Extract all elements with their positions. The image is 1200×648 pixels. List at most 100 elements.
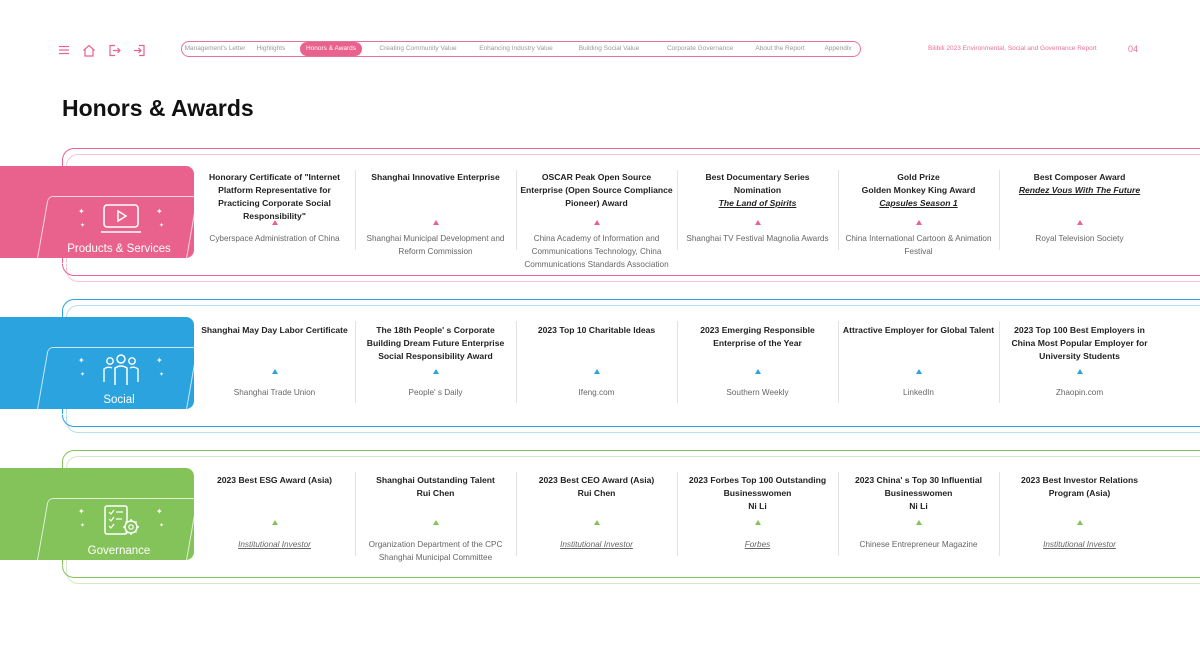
video-play-icon bbox=[101, 204, 141, 233]
triangle-marker-icon bbox=[915, 520, 922, 525]
award-name: Attractive Employer for Global Talent bbox=[842, 325, 995, 335]
award-source: LinkedIn bbox=[903, 388, 934, 397]
award-source: Southern Weekly bbox=[726, 388, 789, 397]
sparkle-icon: ✦ bbox=[159, 372, 165, 378]
award-name-line: 2023 Forbes Top 100 Outstanding Business… bbox=[688, 475, 827, 498]
category-tab-products-services: ✦ ✦ ✦ ✦ Products & Services bbox=[0, 166, 198, 264]
award-source: People' s Daily bbox=[408, 388, 463, 397]
triangle-marker-icon bbox=[271, 220, 278, 225]
people-group-icon bbox=[103, 354, 139, 385]
page-number: 04 bbox=[1128, 44, 1139, 54]
section-nav: Management's Letter Highlights Honors & … bbox=[181, 41, 861, 57]
sparkle-icon: ✦ bbox=[78, 207, 85, 216]
triangle-marker-icon bbox=[1076, 520, 1083, 525]
sparkle-icon: ✦ bbox=[159, 523, 165, 529]
award-name: Shanghai Outstanding Talent Rui Chen bbox=[359, 474, 512, 500]
nav-tab-industry-value[interactable]: Enhancing Industry Value bbox=[479, 45, 553, 52]
award-name: Honorary Certificate of "Internet Platfo… bbox=[208, 172, 341, 221]
triangle-marker-icon bbox=[432, 369, 439, 374]
category-title: Governance bbox=[87, 545, 151, 557]
award-recipient: Rui Chen bbox=[416, 488, 455, 498]
award-recipient: Ni Li bbox=[909, 501, 928, 511]
enter-icon[interactable] bbox=[133, 44, 146, 57]
nav-tab-social-value[interactable]: Building Social Value bbox=[578, 45, 640, 52]
nav-tab-management-letter[interactable]: Management's Letter bbox=[184, 45, 246, 52]
sparkle-icon: ✦ bbox=[80, 523, 86, 529]
award-name: Shanghai Innovative Enterprise bbox=[371, 172, 500, 182]
home-icon[interactable] bbox=[82, 44, 96, 57]
award-source: Shanghai Trade Union bbox=[233, 388, 316, 397]
award-name: 2023 Best Investor Relations Program (As… bbox=[1020, 475, 1139, 498]
award-work-title: The Land of Spirits bbox=[718, 198, 797, 208]
award-name: Shanghai May Day Labor Certificate bbox=[201, 325, 348, 335]
category-tab-governance: ✦ ✦ ✦ ✦ Governance bbox=[0, 468, 198, 566]
triangle-marker-icon bbox=[915, 220, 922, 225]
nav-tab-highlights[interactable]: Highlights bbox=[256, 45, 286, 52]
triangle-marker-icon bbox=[432, 520, 439, 525]
award-work-title: Rendez Vous With The Future bbox=[1018, 185, 1141, 195]
award-name: The 18th People' s Corporate Building Dr… bbox=[366, 325, 505, 361]
award-source: Institutional Investor bbox=[1043, 540, 1116, 549]
sparkle-icon: ✦ bbox=[159, 223, 165, 229]
sparkle-icon: ✦ bbox=[78, 356, 85, 365]
page-title: Honors & Awards bbox=[62, 95, 254, 121]
award-source: Chinese Entrepreneur Magazine bbox=[859, 540, 978, 549]
category-title: Products & Services bbox=[67, 243, 171, 255]
sparkle-icon: ✦ bbox=[156, 356, 163, 365]
nav-tab-appendix[interactable]: Appendix bbox=[824, 45, 852, 52]
award-name-line: Golden Monkey King Award bbox=[861, 185, 976, 195]
sparkle-icon: ✦ bbox=[80, 223, 86, 229]
triangle-marker-icon bbox=[593, 220, 600, 225]
award-name-line: Best Documentary Series Nomination bbox=[705, 172, 810, 195]
award-name-line: 2023 China' s Top 30 Influential Busines… bbox=[854, 475, 982, 498]
award-name-line: Shanghai Outstanding Talent bbox=[376, 475, 495, 485]
triangle-marker-icon bbox=[271, 520, 278, 525]
triangle-marker-icon bbox=[1076, 220, 1083, 225]
report-title: Bilibili 2023 Environmental, Social and … bbox=[928, 45, 1097, 52]
award-name: 2023 Top 100 Best Employers in China Mos… bbox=[1011, 325, 1148, 361]
award-source: Forbes bbox=[744, 540, 771, 549]
triangle-marker-icon bbox=[754, 520, 761, 525]
checklist-gear-icon bbox=[104, 505, 139, 535]
triangle-marker-icon bbox=[432, 220, 439, 225]
award-source: Royal Television Society bbox=[1035, 234, 1124, 243]
triangle-marker-icon bbox=[1076, 369, 1083, 374]
menu-icon[interactable] bbox=[58, 44, 70, 56]
award-name: Best Composer Award Rendez Vous With The… bbox=[1003, 171, 1156, 197]
award-source: China Academy of Information and Communi… bbox=[524, 234, 669, 269]
category-tab-social: ✦ ✦ ✦ ✦ Social bbox=[0, 317, 198, 415]
triangle-marker-icon bbox=[915, 369, 922, 374]
section-products-services: ✦ ✦ ✦ ✦ Products & Services Honorary Cer… bbox=[0, 148, 1200, 283]
award-name: 2023 China' s Top 30 Influential Busines… bbox=[842, 474, 995, 513]
award-source: Shanghai TV Festival Magnolia Awards bbox=[686, 234, 829, 243]
award-source: Organization Department of the CPC Shang… bbox=[368, 540, 503, 562]
award-source: Cyberspace Administration of China bbox=[209, 234, 340, 243]
award-name-line: Gold Prize bbox=[897, 172, 940, 182]
nav-tab-community-value[interactable]: Creating Community Value bbox=[379, 45, 457, 52]
sparkle-icon: ✦ bbox=[156, 507, 163, 516]
award-name-line: Best Composer Award bbox=[1033, 172, 1126, 182]
sparkle-icon: ✦ bbox=[156, 207, 163, 216]
triangle-marker-icon bbox=[754, 369, 761, 374]
award-name: 2023 Best CEO Award (Asia) Rui Chen bbox=[520, 474, 673, 500]
nav-tab-honors-awards[interactable]: Honors & Awards bbox=[300, 42, 362, 56]
sparkle-icon: ✦ bbox=[78, 507, 85, 516]
award-recipient: Ni Li bbox=[748, 501, 767, 511]
award-name: 2023 Best ESG Award (Asia) bbox=[216, 475, 333, 485]
nav-tab-corporate-governance[interactable]: Corporate Governance bbox=[666, 45, 734, 52]
award-source: Institutional Investor bbox=[238, 540, 311, 549]
award-name-line: 2023 Best CEO Award (Asia) bbox=[538, 475, 655, 485]
exit-icon[interactable] bbox=[108, 44, 121, 57]
award-name: Best Documentary Series Nomination The L… bbox=[681, 171, 834, 210]
award-name: 2023 Emerging Responsible Enterprise of … bbox=[700, 325, 815, 348]
section-governance: ✦ ✦ ✦ ✦ Governance 2023 Best ESG Award (… bbox=[0, 450, 1200, 585]
award-source: Shanghai Municipal Development and Refor… bbox=[366, 234, 505, 256]
triangle-marker-icon bbox=[593, 369, 600, 374]
nav-tab-about-report[interactable]: About the Report bbox=[755, 45, 805, 52]
award-source: Zhaopin.com bbox=[1055, 388, 1104, 397]
award-work-title: Capsules Season 1 bbox=[879, 198, 958, 208]
top-toolbar bbox=[58, 41, 146, 59]
category-title: Social bbox=[103, 394, 135, 406]
award-source: Institutional Investor bbox=[560, 540, 633, 549]
award-source: Ifeng.com bbox=[578, 388, 615, 397]
